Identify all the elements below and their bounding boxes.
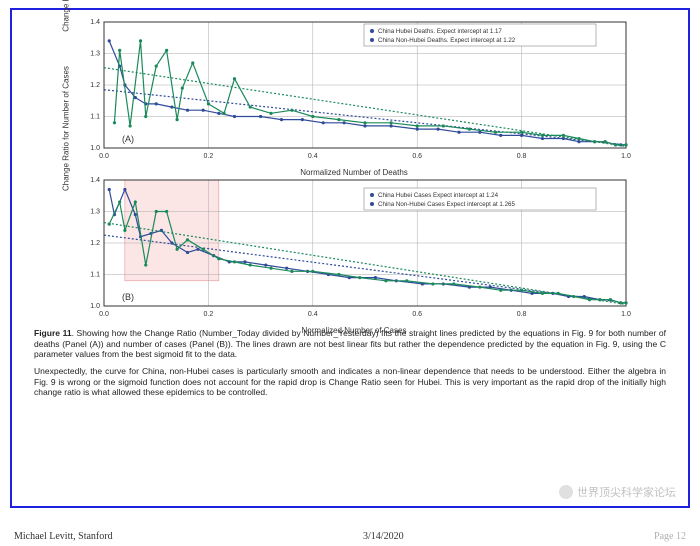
svg-text:China Non-Hubei Deaths. Expect: China Non-Hubei Deaths. Expect intercept… [378, 37, 516, 44]
panel-a-svg: 0.0 0.2 0.4 0.6 0.8 1.0 1.0 1.1 1.2 1.3 1.4 (A) Chin… [74, 16, 634, 166]
svg-text:1.3: 1.3 [90, 209, 100, 216]
panel-b-xlabel: Normalized Number of Cases [74, 326, 634, 335]
svg-text:0.8: 0.8 [517, 311, 527, 318]
footer-page: Page 12 [654, 531, 686, 542]
svg-text:1.0: 1.0 [90, 303, 100, 310]
panel-a-ylabel: Change Ratio for Number of Deaths [62, 0, 71, 32]
svg-text:0.0: 0.0 [99, 311, 109, 318]
svg-text:0.0: 0.0 [99, 153, 109, 160]
svg-text:1.0: 1.0 [621, 311, 631, 318]
svg-text:0.6: 0.6 [412, 311, 422, 318]
svg-text:(A): (A) [122, 134, 134, 144]
svg-text:0.4: 0.4 [308, 311, 318, 318]
svg-text:1.0: 1.0 [621, 153, 631, 160]
svg-text:0.8: 0.8 [517, 153, 527, 160]
svg-text:0.2: 0.2 [204, 311, 214, 318]
panel-b-ylabel: Change Ratio for Number of Cases [62, 66, 71, 191]
svg-text:0.2: 0.2 [204, 153, 214, 160]
svg-text:China Non-Hubei Cases Expect i: China Non-Hubei Cases Expect intercept a… [378, 201, 515, 208]
caption-2: Unexpectedly, the curve for China, non-H… [34, 366, 666, 398]
wechat-watermark: 世界顶尖科学家论坛 [559, 484, 676, 500]
svg-text:1.4: 1.4 [90, 19, 100, 26]
svg-text:1.0: 1.0 [90, 145, 100, 152]
footer-author: Michael Levitt, Stanford [14, 531, 113, 542]
svg-text:0.6: 0.6 [412, 153, 422, 160]
svg-text:1.4: 1.4 [90, 177, 100, 184]
panel-b: Change Ratio for Number of Cases 0.00.20… [74, 174, 634, 324]
svg-text:(B): (B) [122, 292, 134, 302]
panel-b-svg: 0.0 0.2 0.4 0.6 0.8 1.0 1.0 1.1 1.2 1.3 1.4 (B) Chin… [74, 174, 634, 324]
svg-text:1.3: 1.3 [90, 51, 100, 58]
svg-text:1.2: 1.2 [90, 240, 100, 247]
wechat-icon [559, 485, 573, 499]
svg-text:China Hubei Cases Expect inter: China Hubei Cases Expect intercept at 1.… [378, 192, 499, 199]
svg-text:1.2: 1.2 [90, 82, 100, 89]
wechat-text: 世界顶尖科学家论坛 [577, 484, 676, 500]
page-frame: Change Ratio for Number of Deaths 0.00.2… [10, 8, 690, 508]
svg-text:China Hubei Deaths. Expect int: China Hubei Deaths. Expect intercept at … [378, 28, 502, 35]
panel-a: Change Ratio for Number of Deaths 0.00.2… [74, 16, 634, 166]
page-footer: Michael Levitt, Stanford 3/14/2020 Page … [0, 531, 700, 542]
svg-text:0.4: 0.4 [308, 153, 318, 160]
svg-text:1.1: 1.1 [90, 272, 100, 279]
svg-text:1.1: 1.1 [90, 114, 100, 121]
footer-date: 3/14/2020 [363, 531, 404, 542]
